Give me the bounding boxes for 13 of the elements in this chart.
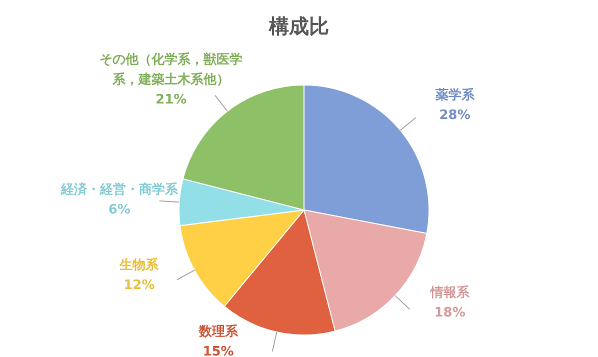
slice-label: 生物系: [118, 256, 160, 273]
slice-label: 数理系: [198, 323, 239, 340]
data-label: 18%: [434, 304, 466, 320]
data-label: 21%: [156, 92, 187, 108]
data-label: 15%: [202, 344, 234, 357]
data-label: 12%: [124, 278, 155, 293]
chart-title: 構成比: [268, 14, 329, 38]
slice-label: 経済・経営・商学系: [60, 181, 179, 198]
slice-label: その他（化学系，獣医学系，建築土木系他）: [100, 51, 243, 88]
data-label: 28%: [439, 107, 470, 122]
slice-label: 薬学系: [434, 86, 476, 102]
slice-label: 情報系: [429, 284, 470, 300]
data-label: 6%: [108, 202, 130, 218]
